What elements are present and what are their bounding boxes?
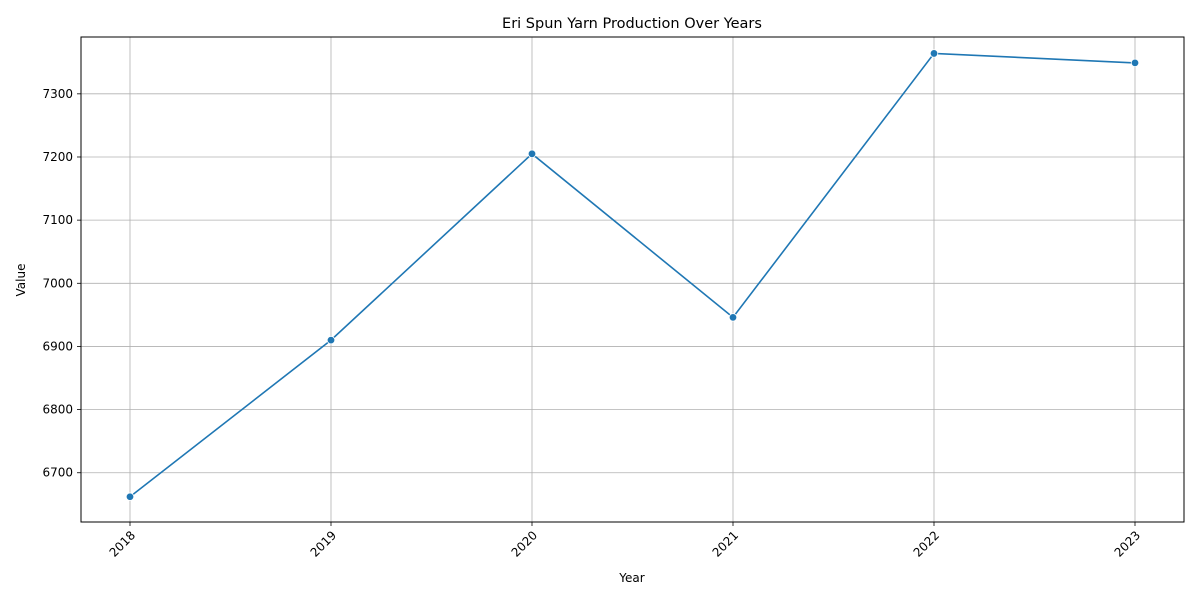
y-tick-label: 7200 [42,150,73,164]
y-axis-label: Value [14,264,28,297]
data-point [527,149,537,159]
data-point [326,335,336,345]
y-tick-label: 7000 [42,276,73,290]
data-point [929,49,939,58]
line-layer [129,52,1136,498]
data-point [125,492,135,501]
y-tick-label: 7100 [42,213,73,227]
chart-title: Eri Spun Yarn Production Over Years [502,16,762,32]
y-tick-label: 6900 [42,339,73,353]
plot-frame [80,36,1185,523]
grid-layer [81,37,1184,522]
marker-layer [125,49,1140,501]
data-point [728,313,738,322]
y-tick-label: 6700 [42,466,73,480]
series-line [129,52,1136,498]
y-tick-label: 6800 [42,403,73,417]
x-axis-label: Year [618,571,644,585]
y-tick-label: 7300 [42,87,73,101]
y-tick-layer: 6700 6800 6900 7000 7100 7200 7300 [42,87,81,480]
data-point [1130,58,1140,68]
